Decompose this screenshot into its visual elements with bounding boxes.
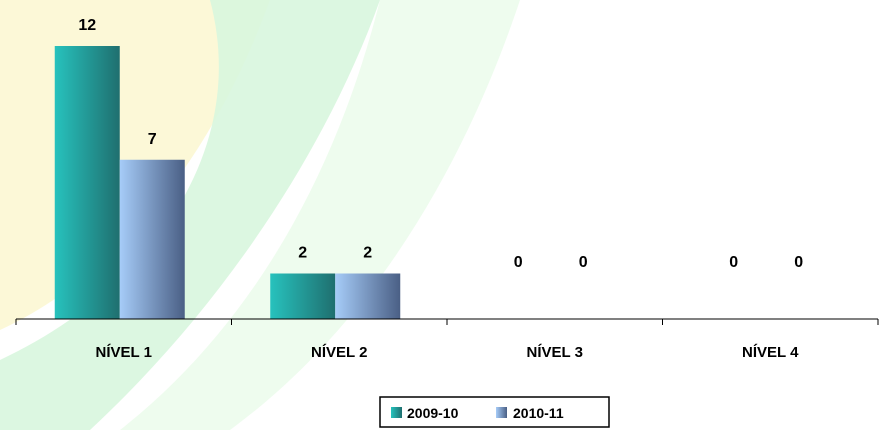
- x-tick-label: NÍVEL 1: [96, 344, 152, 361]
- legend-box: [379, 396, 610, 428]
- x-tick-label: NÍVEL 2: [311, 344, 367, 361]
- bar-2010-11-2: [335, 273, 401, 319]
- legend-label-2009-10: 2009-10: [407, 405, 459, 421]
- value-label: 0: [794, 254, 803, 271]
- bars-layer: [54, 46, 401, 319]
- value-label: 12: [78, 17, 96, 34]
- value-label: 7: [148, 131, 157, 148]
- value-label: 0: [729, 254, 738, 271]
- value-labels-layer: 12 7 2 2 0 0 0 0: [78, 17, 803, 271]
- value-label: 0: [579, 254, 588, 271]
- legend-swatch-2009-10: [391, 407, 402, 418]
- bar-2009-10-1: [54, 46, 120, 319]
- legend: 2009-10 2010-11: [379, 396, 610, 428]
- bar-2010-11-1: [119, 159, 185, 319]
- x-tick-label: NÍVEL 3: [527, 344, 583, 361]
- value-label: 0: [514, 254, 523, 271]
- value-label: 2: [363, 245, 372, 262]
- legend-swatch-2010-11: [496, 407, 507, 418]
- x-tick-label: NÍVEL 4: [742, 344, 799, 361]
- legend-label-2010-11: 2010-11: [513, 405, 564, 421]
- x-axis-tick-labels: NÍVEL 1 NÍVEL 2 NÍVEL 3 NÍVEL 4: [96, 344, 800, 361]
- value-label: 2: [298, 245, 307, 262]
- bar-2009-10-2: [270, 273, 336, 319]
- x-axis-ticks: [15, 319, 879, 325]
